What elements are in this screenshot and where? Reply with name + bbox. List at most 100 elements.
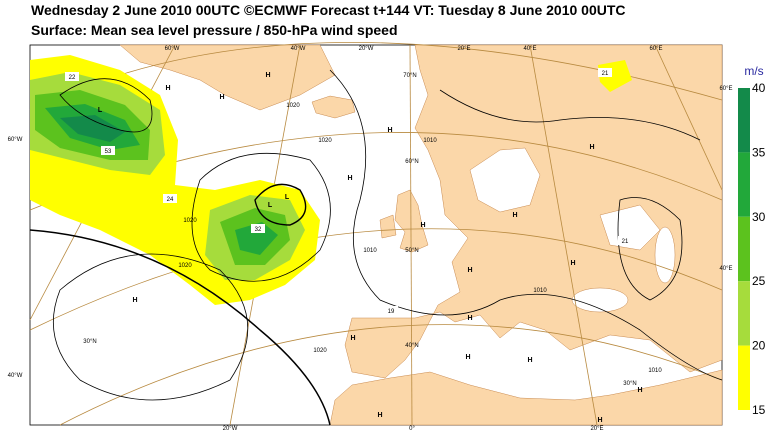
wind-band <box>45 104 278 255</box>
land <box>119 44 723 426</box>
colorbar-unit: m/s <box>744 64 763 78</box>
graticule-label: 0° <box>409 426 415 432</box>
isobar <box>329 69 723 381</box>
colorbar-swatch <box>738 88 750 153</box>
label-layer: 60°W 40°W 20°W 20°E 40°E 60°E 60°W 40°W 60°E 40°E… <box>8 46 733 432</box>
wind-band <box>60 115 125 142</box>
pressure-center: H <box>420 222 425 229</box>
pressure-center: H <box>465 354 470 361</box>
graticule-label: 30°N <box>623 381 636 387</box>
british-isles <box>379 189 429 253</box>
graticule-line <box>29 228 723 331</box>
graticule-line <box>409 44 413 426</box>
pressure-center: H <box>589 144 594 151</box>
graticule-label: 30°N <box>83 339 96 345</box>
iceland <box>311 95 356 119</box>
pressure-center: H <box>387 127 392 134</box>
graticule-label: 60°E <box>649 46 662 52</box>
colorbar-tick-label: 30 <box>752 210 766 224</box>
europe-asia <box>344 44 723 379</box>
graticule-label: 70°N <box>403 73 416 79</box>
isobar-label: 1020 <box>178 263 192 269</box>
wind-max-label: 22 <box>69 75 76 81</box>
pressure-center: H <box>637 387 642 394</box>
wind-shading <box>30 55 632 305</box>
label-box <box>618 236 632 245</box>
graticule-label: 40°E <box>523 46 536 52</box>
greenland <box>119 44 336 111</box>
wind-max-label: 19 <box>388 309 395 315</box>
subtitle: Surface: Mean sea level pressure / 850-h… <box>31 22 398 38</box>
isobar-label: 1010 <box>533 288 547 294</box>
wind-max-label: 53 <box>105 149 112 155</box>
graticule-line <box>654 44 723 191</box>
isobar-label: 1020 <box>313 348 327 354</box>
graticule-line <box>59 324 723 426</box>
isobar-label: 1010 <box>648 368 662 374</box>
graticule-label: 60°W <box>8 137 23 143</box>
pressure-center: H <box>219 94 224 101</box>
label-box <box>101 146 115 155</box>
graticule-label: 20°W <box>359 46 374 52</box>
wind-max-label: 21 <box>622 239 629 245</box>
pressure-center: H <box>347 175 352 182</box>
isobar-label: 1020 <box>286 103 300 109</box>
label-box <box>251 224 265 233</box>
isobar <box>52 253 249 401</box>
graticule-label: 60°W <box>165 46 180 52</box>
isobar-label: 1010 <box>423 138 437 144</box>
baltic-sea <box>469 147 541 213</box>
label-box <box>384 306 398 315</box>
colorbar-tick-label: 40 <box>752 81 766 95</box>
isobars <box>29 69 723 426</box>
pressure-center: H <box>570 260 575 267</box>
graticule-label: 20°W <box>223 426 238 432</box>
graticule-label: 60°N <box>405 159 418 165</box>
graticule-line <box>529 44 598 426</box>
pressure-center: H <box>467 267 472 274</box>
white-area <box>599 204 661 251</box>
colorbar-tick-label: 15 <box>752 403 766 417</box>
label-box <box>65 72 79 81</box>
graticule-label: 60°E <box>719 86 732 92</box>
colorbar-swatch <box>738 345 750 410</box>
label-box <box>598 68 612 77</box>
isobar-label: 1020 <box>183 218 197 224</box>
isobar <box>617 197 683 301</box>
graticule-label: 40°N <box>405 343 418 349</box>
graticule-label: 20°E <box>590 426 603 432</box>
wind-max-label: 32 <box>255 227 262 233</box>
isobar-label: 1010 <box>363 248 377 254</box>
graticule-label: 40°W <box>8 373 23 379</box>
isobar <box>439 89 701 141</box>
pressure-center: L <box>98 107 103 114</box>
graticule-label: 40°W <box>291 46 306 52</box>
pressure-center: H <box>265 72 270 79</box>
black-sea <box>571 287 629 313</box>
graticule-label: 40°E <box>719 266 732 272</box>
pressure-center: H <box>377 412 382 419</box>
colorbar-tick-label: 25 <box>752 274 766 288</box>
pressure-center: H <box>350 335 355 342</box>
wind-max-label: 21 <box>602 71 609 77</box>
wind-max-label: 24 <box>167 197 174 203</box>
inland-seas <box>469 147 676 313</box>
isobar-label: 1020 <box>318 138 332 144</box>
colorbar-tick-label: 35 <box>752 145 766 159</box>
label-box <box>163 194 177 203</box>
colorbar-swatch <box>738 152 750 217</box>
isobar <box>59 78 153 133</box>
pressure-center: H <box>132 297 137 304</box>
pressure-center: H <box>597 417 602 424</box>
pressure-center: H <box>467 315 472 322</box>
africa <box>329 369 723 426</box>
colorbar-swatch <box>738 281 750 346</box>
graticule-label: 50°N <box>405 248 418 254</box>
isobar <box>29 229 331 426</box>
isobar <box>254 183 307 226</box>
title: Wednesday 2 June 2010 00UTC ©ECMWF Forec… <box>31 2 626 18</box>
pressure-center: H <box>512 212 517 219</box>
pressure-center: H <box>165 85 170 92</box>
